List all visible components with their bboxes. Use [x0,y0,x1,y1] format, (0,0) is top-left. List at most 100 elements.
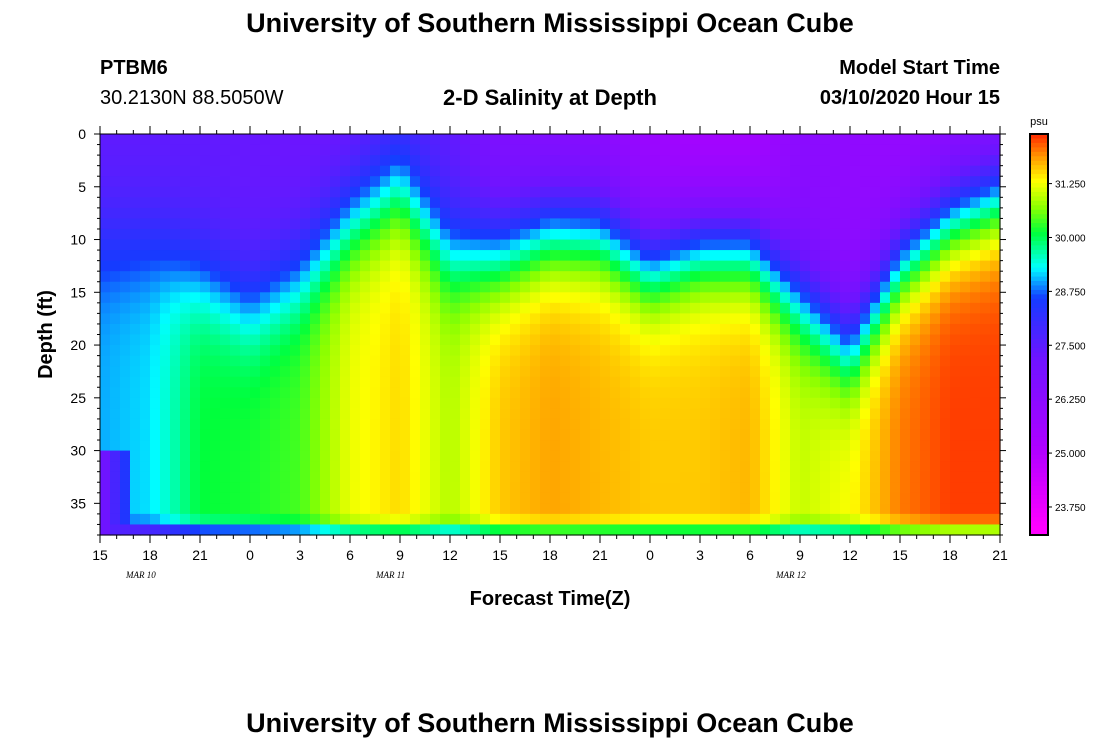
heatmap-cell [880,492,891,504]
heatmap-cell [190,281,201,293]
heatmap-cell [540,134,551,146]
heatmap-cell [550,292,561,304]
heatmap-cell [100,482,111,494]
heatmap-cell [980,482,991,494]
heatmap-cell [630,281,641,293]
heatmap-cell [740,387,751,399]
heatmap-cell [780,503,791,515]
date-label: MAR 10 [125,570,156,580]
heatmap-cell [240,228,251,241]
heatmap-cell [670,186,681,198]
heatmap-cell [270,387,281,399]
heatmap-cell [360,524,371,536]
heatmap-cell [690,165,701,177]
heatmap-cell [220,461,231,473]
heatmap-cell [230,503,241,515]
heatmap-cell [690,292,701,304]
heatmap-cell [540,492,551,504]
heatmap-cell [480,345,491,357]
heatmap-cell [950,450,961,462]
heatmap-cell [890,250,901,262]
heatmap-cell [660,302,671,314]
heatmap-cell [120,250,131,262]
heatmap-cell [610,323,621,336]
heatmap-cell [550,376,561,388]
heatmap-cell [200,387,211,399]
heatmap-cell [180,197,191,209]
heatmap-cell [430,408,441,420]
heatmap-cell [800,302,811,314]
heatmap-cell [190,250,201,262]
heatmap-cell [390,524,401,536]
heatmap-cell [890,144,901,156]
heatmap-cell [280,260,291,272]
heatmap-cell [330,387,341,399]
heatmap-cell [710,239,721,251]
heatmap-cell [770,144,781,156]
heatmap-cell [340,440,351,452]
heatmap-cell [780,281,791,293]
heatmap-cell [820,165,831,177]
heatmap-cell [490,482,501,494]
heatmap-cell [410,355,421,367]
heatmap-cell [150,313,161,325]
heatmap-cell [920,271,931,283]
heatmap-cell [730,165,741,177]
heatmap-cell [170,176,181,188]
heatmap-cell [140,271,151,283]
heatmap-cell [800,440,811,452]
heatmap-cell [950,492,961,504]
heatmap-cell [700,461,711,473]
heatmap-cell [580,387,591,399]
heatmap-cell [930,250,941,262]
heatmap-cell [110,408,121,420]
heatmap-cell [130,429,141,441]
heatmap-cell [300,513,311,526]
heatmap-cell [430,302,441,314]
heatmap-cell [300,228,311,241]
heatmap-cell [590,482,601,494]
heatmap-cell [910,355,921,367]
heatmap-cell [530,418,541,431]
heatmap-cell [940,355,951,367]
heatmap-cell [540,418,551,431]
heatmap-cell [830,471,841,483]
heatmap-cell [190,524,201,536]
heatmap-cell [320,239,331,251]
heatmap-cell [150,323,161,336]
heatmap-cell [380,440,391,452]
heatmap-cell [290,334,301,346]
heatmap-cell [640,397,651,409]
heatmap-cell [740,281,751,293]
colorbar-segment [1030,361,1048,367]
heatmap-cell [810,239,821,251]
heatmap-cell [770,387,781,399]
heatmap-cell [210,134,221,146]
heatmap-cell [220,429,231,441]
heatmap-cell [580,292,591,304]
heatmap-cell [580,482,591,494]
heatmap-cell [450,503,461,515]
heatmap-cell [730,334,741,346]
heatmap-cell [750,260,761,272]
heatmap-cell [530,513,541,526]
heatmap-cell [130,387,141,399]
heatmap-cell [790,239,801,251]
heatmap-cell [150,271,161,283]
heatmap-cell [750,186,761,198]
heatmap-cell [950,503,961,515]
heatmap-cell [290,155,301,167]
heatmap-cell [950,471,961,483]
heatmap-cell [260,440,271,452]
heatmap-cell [570,492,581,504]
heatmap-cell [320,144,331,156]
heatmap-cell [860,366,871,378]
heatmap-cell [200,302,211,314]
heatmap-cell [200,207,211,220]
heatmap-cell [660,176,671,188]
heatmap-cell [460,134,471,146]
colorbar-segment [1030,392,1048,398]
heatmap-cell [880,250,891,262]
colorbar-segment [1030,499,1048,505]
heatmap-cell [700,165,711,177]
